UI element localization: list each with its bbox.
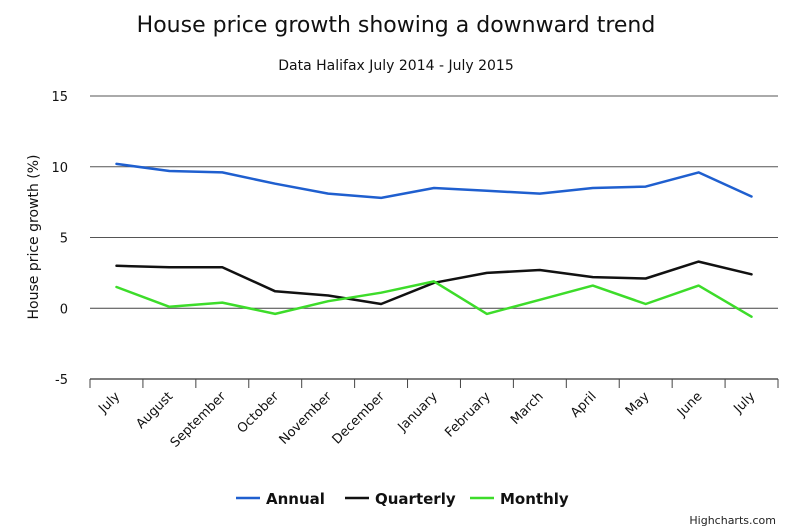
legend-item-monthly[interactable]: Monthly bbox=[470, 490, 569, 508]
y-tick-label: 5 bbox=[60, 232, 68, 247]
x-tick-label: April bbox=[568, 389, 600, 421]
y-tick-label: -5 bbox=[55, 373, 68, 388]
x-tick-label: May bbox=[623, 389, 653, 419]
x-tick-label: September bbox=[168, 389, 230, 451]
x-tick-label: December bbox=[330, 389, 389, 448]
legend[interactable]: Annual Quarterly Monthly bbox=[236, 490, 569, 508]
x-tick-label: February bbox=[442, 389, 494, 441]
series-line-annual[interactable] bbox=[115, 162, 753, 200]
x-tick-label: March bbox=[508, 389, 547, 428]
legend-label: Annual bbox=[266, 490, 325, 508]
x-tick-label: November bbox=[277, 389, 336, 448]
credits-link[interactable]: Highcharts.com bbox=[689, 514, 776, 527]
y-tick-label: 10 bbox=[51, 161, 68, 176]
series-group bbox=[115, 162, 753, 318]
y-tick-label: 15 bbox=[51, 90, 68, 105]
chart-subtitle: Data Halifax July 2014 - July 2015 bbox=[278, 58, 513, 74]
legend-item-annual[interactable]: Annual bbox=[236, 490, 325, 508]
legend-item-quarterly[interactable]: Quarterly bbox=[345, 490, 456, 508]
x-tick-label: January bbox=[395, 389, 441, 435]
y-tick-label: 0 bbox=[60, 302, 68, 317]
x-tick-label: June bbox=[674, 389, 705, 420]
chart-title: House price growth showing a downward tr… bbox=[137, 13, 656, 38]
y-axis-title: House price growth (%) bbox=[26, 154, 42, 319]
x-tick-label: October bbox=[235, 389, 283, 437]
legend-label: Quarterly bbox=[375, 490, 456, 508]
series-line-monthly[interactable] bbox=[115, 280, 753, 318]
grid: -5 0 5 10 15 bbox=[51, 90, 778, 388]
x-tick-label: August bbox=[133, 389, 176, 432]
x-tick-label: July bbox=[95, 389, 123, 417]
x-tick-label: July bbox=[731, 389, 759, 417]
legend-label: Monthly bbox=[500, 490, 569, 508]
